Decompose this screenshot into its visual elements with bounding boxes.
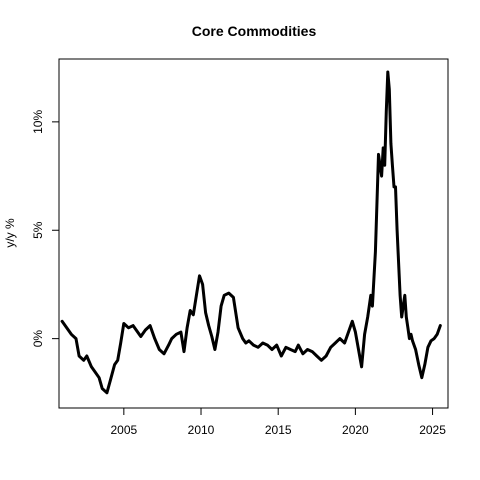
y-axis-label: y/y % [3, 218, 17, 248]
series-group [60, 70, 442, 395]
x-axis: 2005 2010 2015 2020 2025 [110, 407, 446, 437]
x-tick-label: 2020 [342, 423, 369, 437]
x-tick-label: 2025 [419, 423, 446, 437]
y-axis: 0% 5% 10% [31, 110, 60, 348]
series-line [60, 70, 442, 395]
y-tick-label: 0% [31, 330, 45, 348]
y-tick-label: 5% [31, 221, 45, 239]
y-tick-label: 10% [31, 110, 45, 134]
x-tick-label: 2010 [188, 423, 215, 437]
chart-title: Core Commodities [192, 23, 317, 39]
x-tick-label: 2005 [110, 423, 137, 437]
x-tick-label: 2015 [265, 423, 292, 437]
